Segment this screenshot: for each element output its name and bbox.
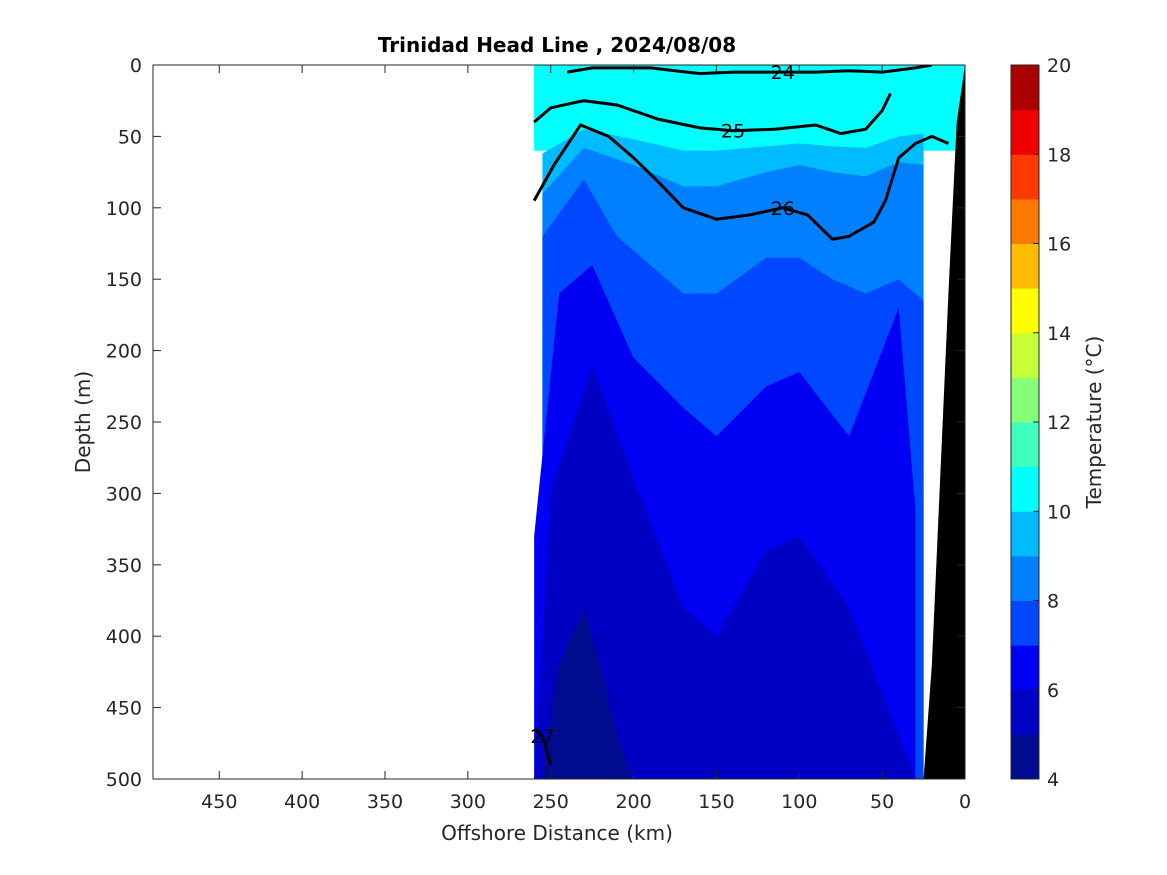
y-tick-label: 250 [106,412,142,434]
contour-label-26: 26 [771,198,795,220]
y-tick-label: 300 [106,483,142,505]
colorbar-segment [1011,154,1039,200]
y-tick-label: 350 [106,555,142,577]
y-tick-label: 200 [106,341,142,363]
colorbar-tick-label: 14 [1047,323,1071,345]
temperature-band-4 [542,607,634,779]
colorbar-tick-label: 12 [1047,412,1071,434]
isopycnal-contours: 24 25 26 27 [530,62,950,766]
x-tick-label: 300 [450,791,486,813]
y-tick-label: 450 [106,698,142,720]
colorbar: 4 6 8 10 12 14 16 18 20 [1010,55,1071,791]
colorbar-tick-label: 8 [1047,591,1059,613]
colorbar-label: Temperature (°C) [1082,336,1106,510]
x-tick-label: 350 [367,791,403,813]
colorbar-segment [1011,109,1039,155]
y-tick-label: 400 [106,626,142,648]
contour-label-25: 25 [721,121,745,143]
x-tick-label: 250 [533,791,569,813]
x-tick-label: 400 [284,791,320,813]
chart-title: Trinidad Head Line , 2024/08/08 [378,33,736,57]
x-tick-label: 100 [781,791,817,813]
colorbar-tick-label: 4 [1047,769,1059,791]
colorbar-segment [1011,645,1039,691]
seafloor-mask [923,65,965,779]
colorbar-segment [1011,198,1039,244]
contour-line-25 [533,92,892,136]
colorbar-tick-label: 16 [1047,234,1071,256]
colorbar-segment [1011,466,1039,512]
colorbar-segment [1011,288,1039,334]
colorbar-tick-label: 18 [1047,144,1071,166]
colorbar-segment [1011,689,1039,735]
x-tick-label: 50 [870,791,894,813]
colorbar-tick-label: 10 [1047,501,1071,523]
colorbar-segment [1011,332,1039,378]
contour-label-24: 24 [771,62,795,84]
x-axis-ticks: 450 400 350 300 250 200 150 100 50 0 [201,65,971,813]
x-tick-label: 150 [698,791,734,813]
colorbar-segment [1011,377,1039,423]
contour-line-27 [533,727,553,766]
y-tick-label: 50 [118,126,142,148]
y-tick-label: 150 [106,269,142,291]
contour-label-27: 27 [530,726,554,748]
colorbar-tick-label: 6 [1047,680,1059,702]
colorbar-tick-label: 20 [1047,55,1071,77]
contour-line-26 [532,123,950,241]
colorbar-segment [1011,555,1039,601]
x-tick-label: 450 [201,791,237,813]
colorbar-segment [1011,65,1039,111]
seafloor [923,65,965,779]
colorbar-segment [1011,243,1039,289]
colorbar-segment [1011,600,1039,646]
colorbar-segment [1011,734,1039,780]
contour-line-24 [567,65,933,76]
colorbar-segment [1011,422,1039,468]
x-tick-label: 200 [615,791,651,813]
x-tick-label: 0 [959,791,971,813]
y-axis-ticks: 0 50 100 150 200 250 300 350 400 450 500 [106,55,965,791]
temperature-band-5 [534,364,916,779]
colorbar-segment [1011,511,1039,557]
y-axis-label: Depth (m) [71,371,95,473]
y-tick-label: 100 [106,198,142,220]
temperature-field [534,65,965,779]
x-axis-label: Offshore Distance (km) [441,821,673,845]
y-tick-label: 500 [106,769,142,791]
y-tick-label: 0 [130,55,142,77]
